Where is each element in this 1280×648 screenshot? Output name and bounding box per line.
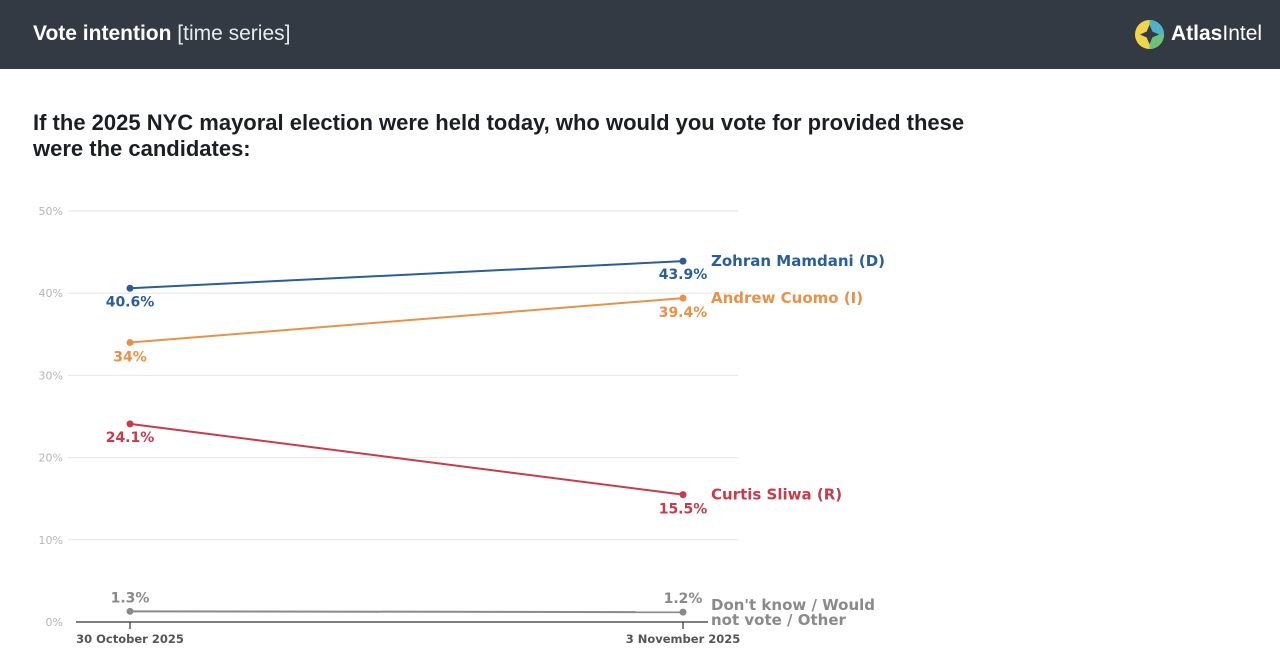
series-1-name-label: Andrew Cuomo (I) (711, 289, 863, 307)
brand-name-bold: Atlas (1171, 22, 1223, 45)
series-1-point-0 (126, 339, 134, 347)
series-0-name-label: Zohran Mamdani (D) (711, 252, 885, 270)
series-1-value-label-0: 34% (113, 350, 147, 366)
x-tick-label-1: 3 November 2025 (626, 632, 741, 646)
page-title: Vote intention [time series] (33, 20, 290, 48)
series-3-name-label-line2: not vote / Other (711, 611, 847, 629)
series-3-point-0 (126, 607, 134, 615)
series-0-point-1 (679, 257, 687, 265)
atlasintel-logo-icon (1134, 19, 1165, 49)
top-bar: Vote intention [time series] AtlasIntel (0, 0, 1280, 69)
series-3-line (129, 610, 684, 614)
series-2-value-label-1: 15.5% (659, 502, 708, 518)
y-tick-label-10: 10% (39, 534, 63, 547)
series-0-value-label-0: 40.6% (106, 294, 155, 310)
title-main: Vote intention (33, 22, 172, 45)
series-0-value-label-1: 43.9% (659, 267, 708, 283)
series-2-point-0 (126, 420, 134, 428)
series-0-line (129, 260, 684, 290)
series-2-point-1 (679, 491, 687, 499)
y-tick-label-50: 50% (39, 205, 63, 218)
brand-name-light: Intel (1222, 22, 1263, 45)
y-tick-label-20: 20% (39, 452, 63, 465)
series-3-point-1 (679, 608, 687, 616)
series-1-line (129, 297, 684, 344)
series-3-value-label-0: 1.3% (111, 590, 150, 606)
series-0-point-0 (126, 284, 134, 292)
y-tick-label-40: 40% (39, 287, 63, 300)
y-tick-label-0: 0% (46, 616, 63, 629)
brand-name: AtlasIntel (1171, 22, 1262, 46)
x-tick-label-0: 30 October 2025 (76, 632, 184, 646)
series-3-value-label-1: 1.2% (664, 591, 703, 607)
y-tick-label-30: 30% (39, 369, 63, 382)
series-2-value-label-0: 24.1% (106, 430, 155, 446)
question-heading: If the 2025 NYC mayoral election were he… (33, 110, 965, 161)
series-2-name-label: Curtis Sliwa (R) (711, 486, 842, 504)
series-1-point-1 (679, 294, 687, 302)
series-2-line (129, 422, 684, 496)
line-chart: 0% 10% 20% 30% 40% 50% 30 October 2025 3 Novemb… (39, 205, 885, 646)
brand-logo: AtlasIntel (1134, 18, 1262, 50)
series-1-value-label-1: 39.4% (659, 305, 708, 321)
series-3-name-label-line1: Don't know / Would (711, 596, 875, 614)
title-suffix: [time series] (177, 22, 291, 45)
